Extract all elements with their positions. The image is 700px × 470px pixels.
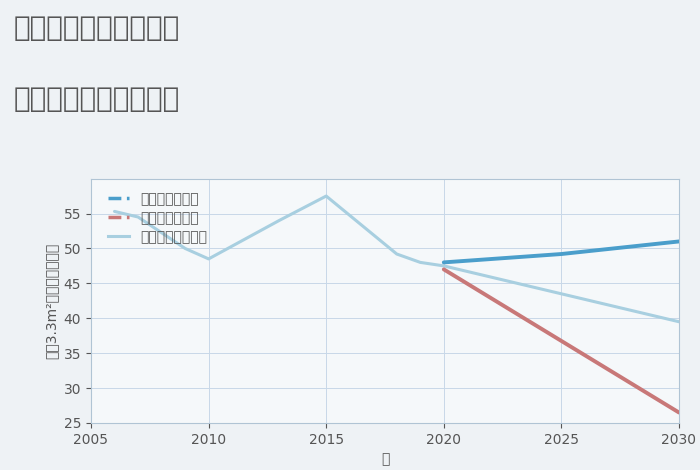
Text: 中古戸建ての価格推移: 中古戸建ての価格推移 <box>14 85 181 113</box>
Y-axis label: 坪（3.3m²）単価（万円）: 坪（3.3m²）単価（万円） <box>44 243 58 359</box>
Legend: グッドシナリオ, バッドシナリオ, ノーマルシナリオ: グッドシナリオ, バッドシナリオ, ノーマルシナリオ <box>104 188 211 248</box>
Text: 三重県鈴鹿市和泉町の: 三重県鈴鹿市和泉町の <box>14 14 181 42</box>
X-axis label: 年: 年 <box>381 452 389 466</box>
